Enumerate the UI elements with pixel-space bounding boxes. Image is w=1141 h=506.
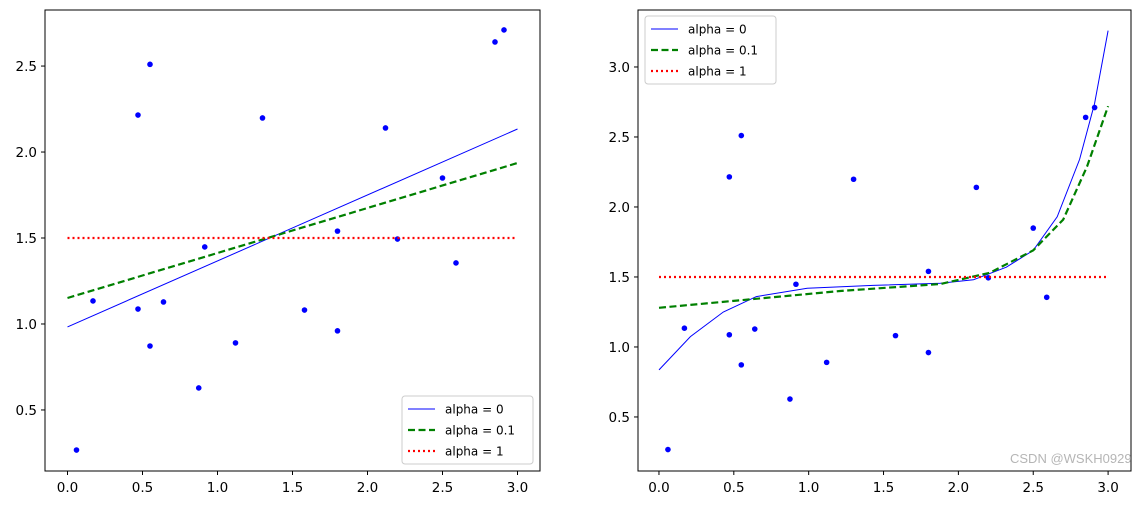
series-line-solid — [67, 128, 518, 328]
x-tick-label: 2.5 — [1022, 480, 1043, 496]
legend-label: alpha = 1 — [445, 445, 504, 459]
legend-label: alpha = 0.1 — [445, 424, 515, 438]
data-point — [1082, 114, 1089, 121]
x-tick-label: 2.0 — [357, 480, 378, 496]
series-line-dashed — [67, 161, 518, 300]
data-point — [1043, 294, 1050, 301]
data-point — [501, 27, 507, 33]
data-point — [147, 343, 153, 349]
data-point — [751, 326, 758, 332]
legend-box — [401, 395, 534, 465]
y-tick-label: 1.5 — [16, 231, 37, 247]
data-point — [665, 446, 671, 453]
data-point — [925, 268, 932, 275]
x-tick-label: 1.0 — [798, 480, 819, 496]
x-tick-label: 0.5 — [132, 480, 153, 496]
subplot-1: 0.0 0.5 1.0 1.5 2.0 2.5 3.0 0.5 1.0 1.5 2.0 2.5 alph… — [16, 9, 541, 496]
legend: alpha = 0 alpha = 0.1 alpha = 1 — [401, 395, 534, 465]
y-tick-label: 0.5 — [609, 410, 630, 426]
data-point — [925, 349, 932, 356]
legend-label: alpha = 0 — [445, 403, 504, 417]
watermark: CSDN @WSKH0929 — [1010, 451, 1132, 466]
x-tick-label: 0.5 — [723, 480, 744, 496]
data-point — [301, 307, 308, 313]
y-tick-label: 1.0 — [16, 317, 37, 333]
data-point — [823, 359, 830, 366]
data-point — [681, 325, 688, 332]
y-tick-label: 2.5 — [16, 59, 37, 75]
data-point — [787, 396, 793, 402]
data-point — [726, 174, 733, 180]
data-point — [793, 281, 799, 288]
y-tick-label: 1.0 — [609, 340, 630, 356]
x-tick-label: 0.0 — [648, 480, 669, 496]
x-tick-label: 3.0 — [1097, 480, 1118, 496]
data-point — [1030, 225, 1037, 231]
data-point — [259, 115, 266, 121]
y-tick-label: 3.0 — [609, 60, 630, 76]
data-point — [738, 132, 745, 139]
data-point — [147, 61, 153, 68]
data-point — [195, 385, 202, 391]
legend-label: alpha = 0.1 — [688, 44, 758, 58]
data-point — [973, 184, 980, 191]
data-point — [382, 125, 389, 131]
y-tick-label: 1.5 — [609, 270, 630, 286]
data-point — [135, 112, 141, 118]
x-tick-label: 1.5 — [282, 480, 303, 496]
data-point — [726, 331, 733, 338]
y-tick-label: 2.0 — [609, 200, 630, 216]
data-point — [892, 332, 899, 339]
x-tick-label: 3.0 — [507, 480, 528, 496]
legend-label: alpha = 0 — [688, 23, 747, 37]
series-line-dashed — [658, 105, 1110, 309]
data-point — [160, 299, 167, 305]
data-point — [453, 260, 459, 266]
data-point — [334, 328, 341, 334]
axes-frame — [637, 9, 1132, 472]
x-tick-label: 1.0 — [207, 480, 228, 496]
data-point — [73, 447, 80, 453]
data-point — [738, 362, 745, 368]
x-tick-label: 1.5 — [873, 480, 894, 496]
y-tick-label: 2.5 — [609, 130, 630, 146]
data-point — [439, 175, 446, 181]
x-tick-label: 2.5 — [432, 480, 453, 496]
data-point — [492, 39, 498, 45]
y-tick-label: 0.5 — [16, 403, 37, 419]
data-point — [232, 340, 239, 346]
legend-box — [644, 15, 777, 85]
data-point — [201, 244, 208, 250]
data-point — [90, 298, 96, 304]
data-point — [850, 176, 857, 183]
x-tick-label: 2.0 — [948, 480, 969, 496]
series-line-solid — [658, 30, 1109, 371]
x-tick-label: 0.0 — [57, 480, 78, 496]
y-tick-label: 2.0 — [16, 145, 37, 161]
data-point — [334, 228, 341, 234]
legend: alpha = 0 alpha = 0.1 alpha = 1 — [644, 15, 777, 85]
legend-label: alpha = 1 — [688, 65, 747, 79]
data-point — [135, 306, 141, 312]
subplot-2: 0.0 0.5 1.0 1.5 2.0 2.5 3.0 0.5 1.0 1.5 2.0 2.5 3.0 a… — [609, 9, 1132, 496]
